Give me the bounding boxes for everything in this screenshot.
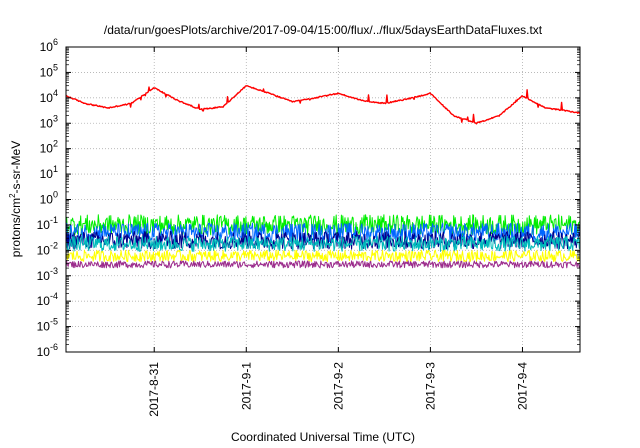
y-axis-title-main: protons/cm bbox=[9, 198, 23, 257]
y-tick-label-base: 10 bbox=[40, 40, 54, 54]
y-tick-label-exp: -3 bbox=[50, 266, 58, 276]
y-tick-label-base: 10 bbox=[40, 193, 54, 207]
x-tick-label: 2017-9-1 bbox=[239, 362, 253, 410]
y-tick-label-exp: 0 bbox=[53, 190, 58, 200]
series-line-0 bbox=[65, 85, 581, 125]
y-tick-label: 104 bbox=[40, 88, 58, 105]
y-tick-label: 105 bbox=[40, 62, 58, 79]
y-tick-label-base: 10 bbox=[40, 91, 54, 105]
y-tick-label: 10-3 bbox=[37, 266, 58, 283]
y-tick-label-base: 10 bbox=[37, 269, 51, 283]
y-tick-label: 10-2 bbox=[37, 240, 58, 257]
y-axis-title-sup: 2 bbox=[8, 193, 17, 198]
y-tick-label-exp: -1 bbox=[50, 215, 58, 225]
y-tick-label-exp: 4 bbox=[53, 88, 58, 98]
y-tick-label: 106 bbox=[40, 37, 58, 54]
series-line-2 bbox=[65, 222, 581, 243]
y-tick-label-base: 10 bbox=[40, 116, 54, 130]
y-tick-label: 101 bbox=[40, 164, 58, 181]
y-tick-label-exp: 1 bbox=[53, 164, 58, 174]
y-tick-label: 10-4 bbox=[37, 291, 58, 308]
y-tick-label-exp: -4 bbox=[50, 291, 58, 301]
y-tick-label: 100 bbox=[40, 190, 58, 207]
y-tick-label-base: 10 bbox=[37, 294, 51, 308]
y-tick-label-exp: 2 bbox=[53, 139, 58, 149]
y-tick-label-base: 10 bbox=[37, 345, 51, 359]
series-group bbox=[65, 85, 581, 269]
chart-title: /data/run/goesPlots/archive/2017-09-04/1… bbox=[104, 23, 543, 37]
y-tick-label-exp: 6 bbox=[53, 37, 58, 47]
y-tick-label-exp: -5 bbox=[50, 317, 58, 327]
x-tick-label: 2017-9-4 bbox=[515, 362, 529, 410]
series-line-5 bbox=[65, 249, 581, 263]
series-line-4 bbox=[65, 235, 581, 252]
y-tick-label: 10-6 bbox=[37, 342, 58, 359]
y-tick-label-base: 10 bbox=[37, 218, 51, 232]
y-tick-label-exp: 3 bbox=[53, 113, 58, 123]
y-tick-label-base: 10 bbox=[40, 142, 54, 156]
y-tick-label: 10-5 bbox=[37, 317, 58, 334]
y-tick-label-exp: 5 bbox=[53, 62, 58, 72]
y-tick-label-base: 10 bbox=[40, 167, 54, 181]
y-axis-title-rest: -s-sr-MeV bbox=[9, 141, 23, 194]
y-tick-label-base: 10 bbox=[37, 243, 51, 257]
series-line-1 bbox=[65, 214, 581, 236]
y-tick-label-base: 10 bbox=[40, 65, 54, 79]
y-tick-label: 103 bbox=[40, 113, 58, 130]
x-axis: 2017-8-31 2017-9-1 2017-9-2 2017-9-3 2017-9-… bbox=[147, 47, 529, 417]
y-axis-title: protons/cm2-s-sr-MeV bbox=[8, 141, 23, 257]
y-tick-label: 10-1 bbox=[37, 215, 58, 232]
y-tick-label: 102 bbox=[40, 139, 58, 156]
y-axis: 10-610-510-410-310-210-11001011021031041… bbox=[37, 37, 580, 359]
y-tick-label-exp: -2 bbox=[50, 240, 58, 250]
y-tick-label-base: 10 bbox=[37, 320, 51, 334]
x-tick-label: 2017-8-31 bbox=[147, 362, 161, 417]
y-tick-label-exp: -6 bbox=[50, 342, 58, 352]
x-axis-title: Coordinated Universal Time (UTC) bbox=[231, 430, 415, 444]
series-line-6 bbox=[65, 260, 581, 269]
x-tick-label: 2017-9-2 bbox=[331, 362, 345, 410]
x-tick-label: 2017-9-3 bbox=[423, 362, 437, 410]
